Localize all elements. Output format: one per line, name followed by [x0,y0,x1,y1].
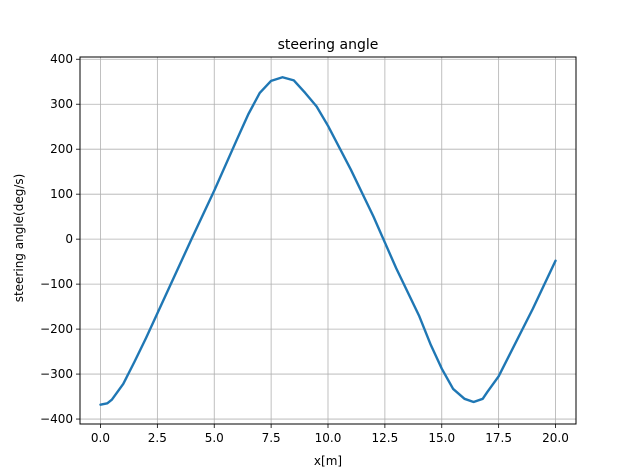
chart-title: steering angle [278,37,379,53]
x-tick-label: 5.0 [205,431,224,445]
y-tick-label: 100 [50,187,73,201]
y-tick-label: 200 [50,142,73,156]
x-tick-label: 0.0 [91,431,110,445]
x-tick-label: 17.5 [485,431,512,445]
x-tick-label: 7.5 [262,431,281,445]
x-tick-label: 12.5 [372,431,399,445]
series-layer [99,76,557,406]
x-tick-label: 2.5 [148,431,167,445]
y-tick-label: 400 [50,52,73,66]
x-tick-label: 10.0 [315,431,342,445]
grid-lines [80,57,576,424]
y-tick-label: 300 [50,97,73,111]
x-axis-label: x[m] [314,454,342,468]
y-tick-label: −100 [40,277,73,291]
y-axis-ticks: −400 −300 −200 −100 0 100 200 300 400 [40,52,80,426]
x-tick-label: 20.0 [542,431,569,445]
x-axis-ticks: 0.0 2.5 5.0 7.5 10.0 12.5 15.0 17.5 20.0 [91,424,569,445]
y-tick-label: −300 [40,367,73,381]
x-tick-label: 15.0 [428,431,455,445]
y-tick-label: −400 [40,412,73,426]
y-tick-label: 0 [65,232,73,246]
series-line-0 [99,76,557,406]
y-tick-label: −200 [40,322,73,336]
y-axis-label: steering angle(deg/s) [12,174,26,303]
